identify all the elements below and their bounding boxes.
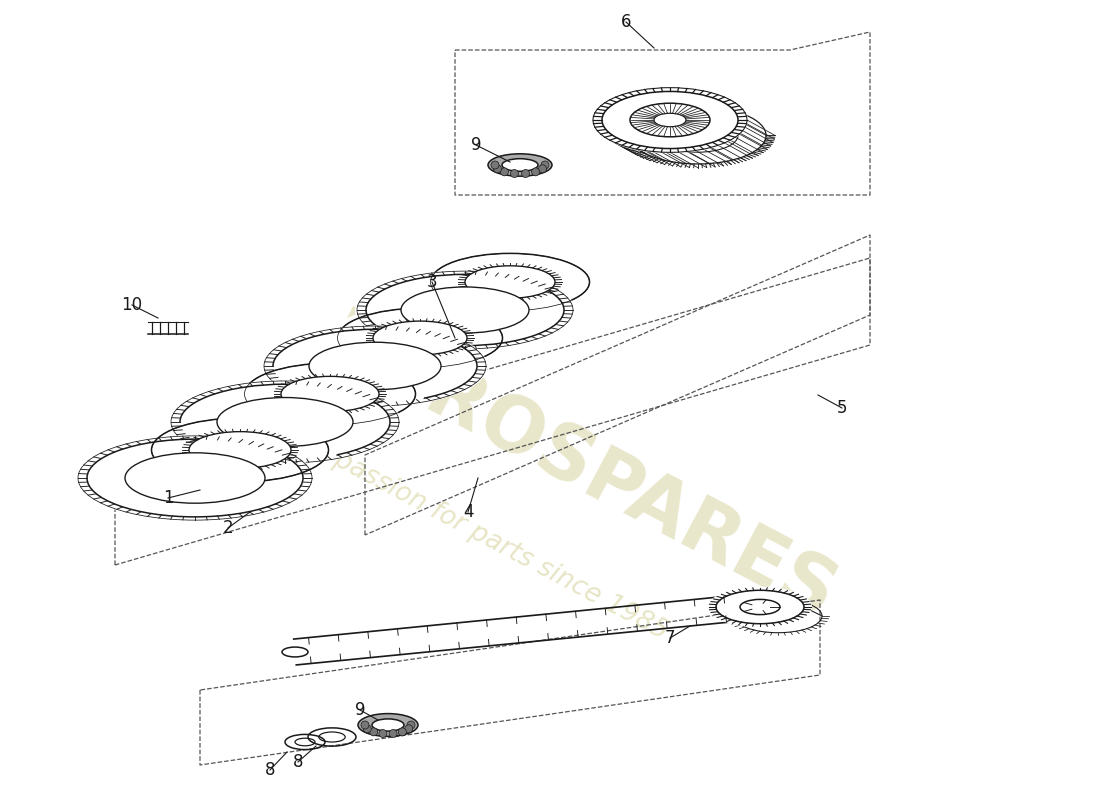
- Ellipse shape: [421, 250, 598, 314]
- Ellipse shape: [189, 432, 292, 468]
- Ellipse shape: [76, 435, 314, 521]
- Ellipse shape: [630, 103, 710, 137]
- Text: 3: 3: [427, 273, 438, 291]
- Text: 9: 9: [354, 701, 365, 719]
- Circle shape: [389, 730, 397, 738]
- Ellipse shape: [502, 158, 538, 171]
- Text: 8: 8: [265, 761, 275, 779]
- Ellipse shape: [373, 321, 468, 355]
- Ellipse shape: [125, 453, 265, 503]
- Text: 6: 6: [620, 13, 631, 31]
- Ellipse shape: [465, 266, 556, 298]
- Text: 4: 4: [463, 503, 473, 521]
- Ellipse shape: [372, 719, 404, 731]
- Ellipse shape: [358, 714, 418, 736]
- Circle shape: [361, 721, 368, 729]
- Circle shape: [500, 168, 508, 176]
- Circle shape: [531, 168, 540, 176]
- Text: 8: 8: [293, 753, 304, 771]
- Circle shape: [405, 725, 412, 733]
- Ellipse shape: [143, 415, 338, 485]
- Circle shape: [494, 165, 502, 173]
- Ellipse shape: [235, 360, 425, 428]
- Circle shape: [363, 725, 372, 733]
- Text: 9: 9: [471, 136, 482, 154]
- Circle shape: [378, 730, 387, 738]
- Text: 10: 10: [121, 296, 143, 314]
- Ellipse shape: [329, 305, 512, 371]
- Ellipse shape: [708, 586, 812, 627]
- Circle shape: [539, 165, 547, 173]
- Circle shape: [370, 728, 377, 736]
- Circle shape: [491, 161, 499, 169]
- Circle shape: [521, 170, 529, 178]
- Circle shape: [407, 721, 415, 729]
- Text: 2: 2: [222, 519, 233, 537]
- Ellipse shape: [309, 342, 441, 390]
- Ellipse shape: [592, 86, 748, 154]
- Ellipse shape: [262, 326, 488, 406]
- Ellipse shape: [217, 398, 353, 446]
- Circle shape: [398, 728, 406, 736]
- Circle shape: [510, 170, 518, 178]
- Text: EUROSPARES: EUROSPARES: [312, 304, 848, 636]
- Ellipse shape: [280, 376, 380, 412]
- Text: 1: 1: [163, 489, 174, 507]
- Ellipse shape: [282, 647, 308, 657]
- Text: 5: 5: [837, 399, 847, 417]
- Text: a passion for parts since 1985: a passion for parts since 1985: [308, 435, 672, 645]
- Ellipse shape: [169, 380, 402, 464]
- Circle shape: [541, 161, 549, 169]
- Ellipse shape: [402, 287, 529, 333]
- Ellipse shape: [355, 270, 575, 350]
- Ellipse shape: [654, 114, 686, 126]
- Ellipse shape: [488, 154, 552, 176]
- Ellipse shape: [740, 599, 780, 614]
- Text: 7: 7: [664, 629, 675, 647]
